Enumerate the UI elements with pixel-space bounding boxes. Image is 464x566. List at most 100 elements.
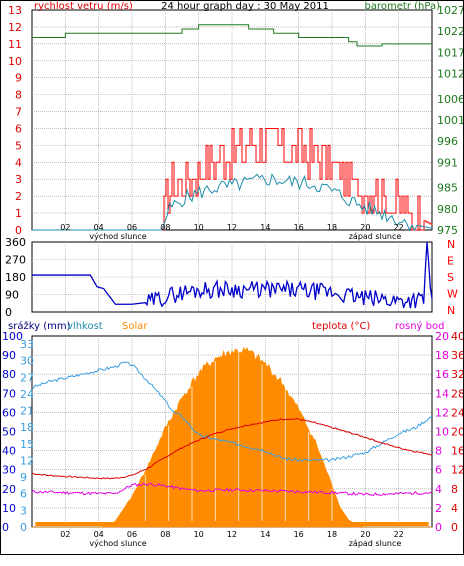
dewpoint-tick: 18	[435, 349, 449, 362]
hour-tick: 10	[194, 223, 204, 232]
humidity-tick: 18	[20, 421, 34, 434]
humidity-ticks: 0 3 6 9 12 15 18 21 24 27 30 33	[20, 338, 34, 534]
hour-tick: 20	[360, 223, 370, 232]
hour-tick: 12	[227, 530, 237, 539]
wind-speed-tick: 0	[15, 224, 22, 237]
wind-speed-tick: 11	[8, 38, 22, 51]
hour-tick: 20	[360, 530, 370, 539]
rain-tick: 90	[2, 349, 16, 362]
legend-temperature: teplota (°C)	[312, 321, 370, 332]
wind-pressure-chart: rychlost vetru (m/s) 24 hour graph day :…	[8, 1, 464, 241]
humidity-tick: 27	[20, 371, 34, 384]
temperature-tick: 40	[451, 330, 464, 343]
pressure-tick: 1001	[437, 114, 464, 127]
sunrise-label-top: východ slunce	[89, 232, 146, 241]
rain-tick: 70	[2, 387, 16, 400]
dewpoint-tick: 10	[435, 426, 449, 439]
wind-speed-tick: 1	[15, 207, 22, 220]
dewpoint-tick: 12	[435, 406, 449, 419]
compass-tick: W	[447, 288, 458, 301]
compass-tick: N	[447, 238, 455, 251]
direction-tick: 180	[5, 271, 26, 284]
temperature-tick: 24	[451, 406, 464, 419]
hour-tick: 22	[394, 530, 404, 539]
dewpoint-line	[31, 482, 433, 497]
temperature-tick: 8	[451, 483, 458, 496]
wind-direction-grid	[32, 242, 432, 312]
dewpoint-ticks: 0 2 4 6 8 10 12 14 16 18 20	[435, 330, 449, 534]
humidity-tick: 21	[20, 405, 34, 418]
hour-tick: 16	[294, 223, 304, 232]
temperature-line	[31, 417, 433, 480]
pressure-tick: 1012	[437, 67, 464, 80]
hour-tick: 08	[160, 530, 170, 539]
humidity-tick: 0	[20, 521, 27, 534]
direction-tick: 270	[5, 254, 26, 267]
rain-tick: 50	[2, 426, 16, 439]
temperature-tick: 36	[451, 349, 464, 362]
rain-tick: 0	[2, 521, 9, 534]
dewpoint-tick: 2	[435, 502, 442, 515]
humidity-tick: 24	[20, 388, 34, 401]
panel3-legend: srážky (mm) vlhkost Solar teplota (°C) r…	[8, 320, 444, 332]
pressure-tick: 1027	[437, 4, 464, 17]
wind-direction-line	[32, 241, 433, 309]
wind-speed-tick: 10	[8, 55, 22, 68]
direction-tick: 0	[5, 306, 12, 319]
rain-humidity-temp-chart: srážky (mm) vlhkost Solar teplota (°C) r…	[2, 320, 464, 548]
humidity-tick: 12	[20, 454, 34, 467]
temperature-ticks: 0 4 8 12 16 20 24 28 32 36 40	[451, 330, 464, 534]
rain-tick: 20	[2, 483, 16, 496]
humidity-tick: 3	[20, 504, 27, 517]
temperature-tick: 12	[451, 464, 464, 477]
temperature-tick: 4	[451, 502, 458, 515]
hour-tick: 18	[327, 530, 337, 539]
humidity-tick: 33	[20, 338, 34, 351]
rain-tick: 40	[2, 445, 16, 458]
direction-degree-ticks: 0 90 180 270 360	[5, 236, 26, 319]
rain-tick: 60	[2, 406, 16, 419]
dewpoint-tick: 16	[435, 368, 449, 381]
legend-humidity: vlhkost	[67, 321, 103, 332]
wind-speed-tick: 9	[15, 72, 22, 85]
pressure-tick: 1006	[437, 93, 464, 106]
humidity-tick: 6	[20, 488, 27, 501]
hour-tick: 08	[160, 223, 170, 232]
hour-tick: 02	[60, 530, 70, 539]
wind-pressure-series	[32, 24, 433, 232]
hour-tick: 02	[60, 223, 70, 232]
rain-tick: 30	[2, 464, 16, 477]
wind-axis-label: rychlost vetru (m/s)	[34, 1, 133, 12]
hour-tick: 04	[94, 223, 104, 232]
pressure-tick: 996	[437, 135, 458, 148]
pressure-line	[32, 24, 432, 47]
solar-area	[32, 347, 432, 528]
compass-tick: E	[447, 255, 454, 268]
pressure-tick: 975	[437, 224, 458, 237]
temperature-tick: 0	[451, 521, 458, 534]
hour-tick: 10	[194, 530, 204, 539]
wind-speed-tick: 3	[15, 173, 22, 186]
pressure-tick: 1022	[437, 25, 464, 38]
rain-tick: 100	[2, 330, 23, 343]
temperature-tick: 28	[451, 387, 464, 400]
wind-direction-series	[32, 241, 433, 309]
sunset-label-bottom: západ slunce	[349, 539, 402, 548]
humidity-tick: 15	[20, 438, 34, 451]
wind-speed-tick: 8	[15, 89, 22, 102]
pressure-tick: 991	[437, 156, 458, 169]
compass-tick: N	[447, 304, 455, 317]
dewpoint-tick: 20	[435, 330, 449, 343]
rain-tick: 80	[2, 368, 16, 381]
direction-tick: 90	[5, 289, 19, 302]
pressure-ticks: 975 980 985 991 996 1001 1006 1012 1017 1022 1027	[437, 4, 464, 237]
pressure-tick: 980	[437, 203, 458, 216]
dewpoint-tick: 0	[435, 521, 442, 534]
hour-tick: 06	[127, 223, 137, 232]
compass-tick: S	[447, 271, 454, 284]
panel3-series	[31, 347, 433, 528]
humidity-line	[31, 361, 433, 463]
hour-tick: 04	[94, 530, 104, 539]
